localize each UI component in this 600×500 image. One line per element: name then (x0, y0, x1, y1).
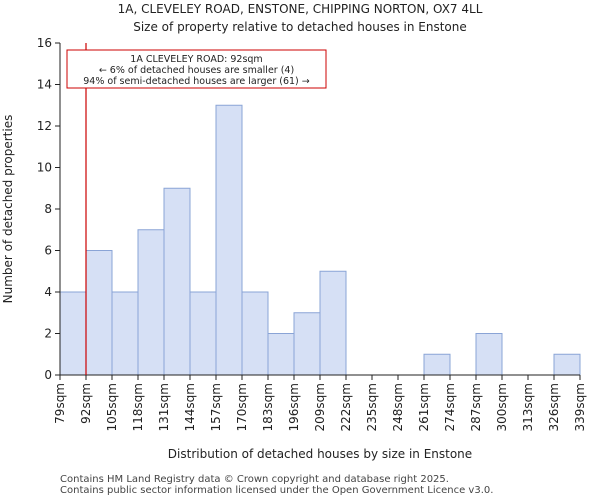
bar-196sqm (293, 312, 321, 376)
y-tick-label: 14 (37, 78, 52, 92)
x-tick-label: 92sqm (79, 383, 93, 424)
bar-105sqm (111, 291, 139, 376)
y-tick-label: 12 (37, 119, 52, 133)
x-tick-label: 339sqm (573, 383, 587, 431)
y-tick-label: 8 (44, 202, 52, 216)
x-tick-label: 183sqm (261, 383, 275, 431)
chart-title: 1A, CLEVELEY ROAD, ENSTONE, CHIPPING NOR… (117, 2, 483, 16)
x-tick-label: 131sqm (157, 383, 171, 431)
bar-209sqm (319, 270, 347, 376)
x-tick-label: 157sqm (209, 383, 223, 431)
x-tick-label: 326sqm (547, 383, 561, 431)
annotation-line: 94% of semi-detached houses are larger (… (83, 76, 310, 87)
footer-copyright: Contains HM Land Registry data © Crown c… (60, 474, 449, 485)
x-tick-label: 79sqm (53, 383, 67, 424)
bar-118sqm (137, 229, 165, 376)
x-axis-label: Distribution of detached houses by size … (168, 447, 472, 461)
y-tick-label: 16 (37, 36, 52, 50)
bar-79sqm (59, 291, 87, 376)
bar-170sqm (241, 291, 269, 376)
y-tick-label: 6 (44, 244, 52, 258)
bar-287sqm (475, 333, 503, 376)
y-axis-label: Number of detached properties (1, 115, 15, 304)
x-tick-label: 144sqm (183, 383, 197, 431)
y-tick-label: 0 (44, 368, 52, 382)
bar-183sqm (267, 333, 295, 376)
bar-261sqm (423, 353, 451, 376)
x-tick-label: 105sqm (105, 383, 119, 431)
bar-144sqm (189, 291, 217, 376)
x-tick-label: 274sqm (443, 383, 457, 431)
bar-326sqm (553, 353, 581, 376)
x-tick-label: 209sqm (313, 383, 327, 431)
x-tick-label: 118sqm (131, 383, 145, 431)
x-tick-label: 248sqm (391, 383, 405, 431)
annotation-line: 1A CLEVELEY ROAD: 92sqm (130, 54, 262, 65)
x-tick-label: 222sqm (339, 383, 353, 431)
y-tick-label: 2 (44, 327, 52, 341)
y-tick-label: 10 (37, 161, 52, 175)
annotation-box (66, 49, 327, 89)
x-tick-label: 261sqm (417, 383, 431, 431)
x-tick-label: 170sqm (235, 383, 249, 431)
x-tick-label: 235sqm (365, 383, 379, 431)
bar-157sqm (215, 104, 243, 376)
x-tick-label: 287sqm (469, 383, 483, 431)
x-tick-label: 196sqm (287, 383, 301, 431)
x-tick-label: 313sqm (521, 383, 535, 431)
annotation-line: ← 6% of detached houses are smaller (4) (99, 65, 294, 76)
y-tick-label: 4 (44, 285, 52, 299)
footer-licence: Contains public sector information licen… (60, 485, 494, 496)
bar-92sqm (85, 250, 113, 376)
x-tick-label: 300sqm (495, 383, 509, 431)
chart-subtitle: Size of property relative to detached ho… (133, 20, 467, 34)
bar-131sqm (163, 187, 191, 376)
